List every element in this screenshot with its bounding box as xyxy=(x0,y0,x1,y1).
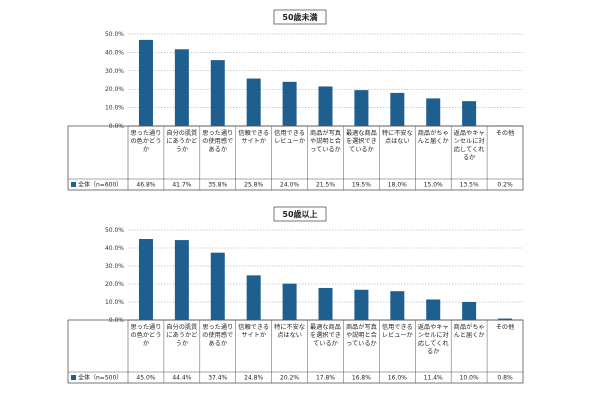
value-label: 0.8% xyxy=(497,375,513,382)
category-label: 特に不安な点はない xyxy=(274,323,305,339)
value-label: 15.0% xyxy=(424,182,443,189)
value-label: 35.8% xyxy=(208,182,227,189)
chart-title: 50歳未満 xyxy=(282,12,317,22)
bar xyxy=(282,283,297,320)
value-label: 37.4% xyxy=(208,375,227,382)
value-label: 20.2% xyxy=(280,375,299,382)
y-tick-label: 30.0% xyxy=(105,263,124,270)
category-label: 信頼できるサイトか xyxy=(238,323,269,339)
bar xyxy=(462,101,477,126)
category-label: 思った通りの使用感であるか xyxy=(202,323,233,347)
y-tick-label: 0.0% xyxy=(109,123,125,130)
value-label: 24.0% xyxy=(280,182,299,189)
category-label: 最適な商品を選択できているか xyxy=(310,323,341,347)
bar xyxy=(426,299,441,320)
category-label: 信用できるレビューか xyxy=(382,323,413,339)
value-label: 25.8% xyxy=(244,182,263,189)
y-tick-label: 20.0% xyxy=(105,86,124,93)
value-label: 13.5% xyxy=(460,182,479,189)
value-label: 17.8% xyxy=(316,375,335,382)
legend-label: 全体（n=600） xyxy=(78,181,122,189)
y-tick-label: 50.0% xyxy=(105,227,124,234)
bar xyxy=(498,318,513,320)
value-label: 44.4% xyxy=(172,375,191,382)
category-label: 商品がちゃんと届くか xyxy=(454,323,485,339)
bar xyxy=(318,287,333,320)
category-label: 商品が写真や説明と合っているか xyxy=(310,129,341,153)
bar xyxy=(354,289,369,320)
category-label: その他 xyxy=(496,129,515,137)
bar xyxy=(354,90,369,126)
bar xyxy=(246,78,261,126)
value-label: 10.0% xyxy=(460,375,479,382)
bar xyxy=(426,98,441,126)
bar xyxy=(174,240,189,320)
bar xyxy=(390,291,405,320)
bar xyxy=(210,60,225,126)
chart-panel: 50歳以上 50.0% 40.0% 30.0% 20.0% 10.0% 0.0% 思った通りの… xyxy=(67,206,524,384)
bar xyxy=(246,275,261,320)
value-label: 46.8% xyxy=(136,182,155,189)
category-label: 特に不安な点はない xyxy=(382,129,413,145)
category-label: 信用できるレビューか xyxy=(274,129,305,145)
legend-swatch xyxy=(71,182,76,187)
value-label: 0.2% xyxy=(497,182,513,189)
value-label: 11.4% xyxy=(424,375,443,382)
bar xyxy=(390,92,405,126)
category-label: 返品やキャンセルに対応してくれるか xyxy=(418,323,450,356)
bar xyxy=(462,302,477,320)
value-label: 21.5% xyxy=(316,182,335,189)
category-label: 返品やキャンセルに対応してくれるか xyxy=(454,129,486,162)
value-label: 24.8% xyxy=(244,375,263,382)
y-tick-label: 0.0% xyxy=(109,317,125,324)
y-tick-label: 20.0% xyxy=(105,281,124,288)
category-label: 信頼できるサイトか xyxy=(238,129,269,145)
y-tick-label: 10.0% xyxy=(105,299,124,306)
y-tick-label: 50.0% xyxy=(105,31,124,38)
chart-title-box xyxy=(273,206,327,222)
category-label: 自分の肌質にあうかどうか xyxy=(166,323,197,347)
category-label: 最適な商品を選択できているか xyxy=(346,129,377,153)
chart-title-box xyxy=(273,9,327,25)
chart-panel: 50歳未満 50.0% 40.0% 30.0% 20.0% 10.0% 0.0% 思った通りの… xyxy=(67,9,524,191)
bar xyxy=(318,86,333,126)
data-table-frame xyxy=(67,125,524,191)
y-tick-label: 40.0% xyxy=(105,49,124,56)
category-label: 思った通りの色かどうか xyxy=(130,323,161,347)
chart-title: 50歳以上 xyxy=(282,209,317,219)
category-label: 思った通りの色かどうか xyxy=(130,129,161,153)
value-label: 19.5% xyxy=(352,182,371,189)
bar xyxy=(174,49,189,126)
legend-swatch xyxy=(71,375,76,380)
y-tick-label: 40.0% xyxy=(105,245,124,252)
category-label: 思った通りの使用感であるか xyxy=(202,129,233,153)
value-label: 41.7% xyxy=(172,182,191,189)
category-label: 商品がちゃんと届くか xyxy=(418,129,449,145)
category-label: 自分の肌質にあうかどうか xyxy=(166,129,197,153)
bar xyxy=(210,252,225,320)
bar xyxy=(282,81,297,126)
value-label: 18.0% xyxy=(388,182,407,189)
category-label: 商品が写真や説明と合っているか xyxy=(346,323,377,347)
value-label: 45.0% xyxy=(136,375,155,382)
data-table-frame xyxy=(67,319,524,384)
bar xyxy=(138,239,153,320)
value-label: 16.8% xyxy=(352,375,371,382)
y-tick-label: 30.0% xyxy=(105,68,124,75)
bar xyxy=(138,39,153,126)
value-label: 16.0% xyxy=(388,375,407,382)
legend-label: 全体（n=500） xyxy=(78,374,122,382)
category-label: その他 xyxy=(496,323,515,331)
y-tick-label: 10.0% xyxy=(105,105,124,112)
